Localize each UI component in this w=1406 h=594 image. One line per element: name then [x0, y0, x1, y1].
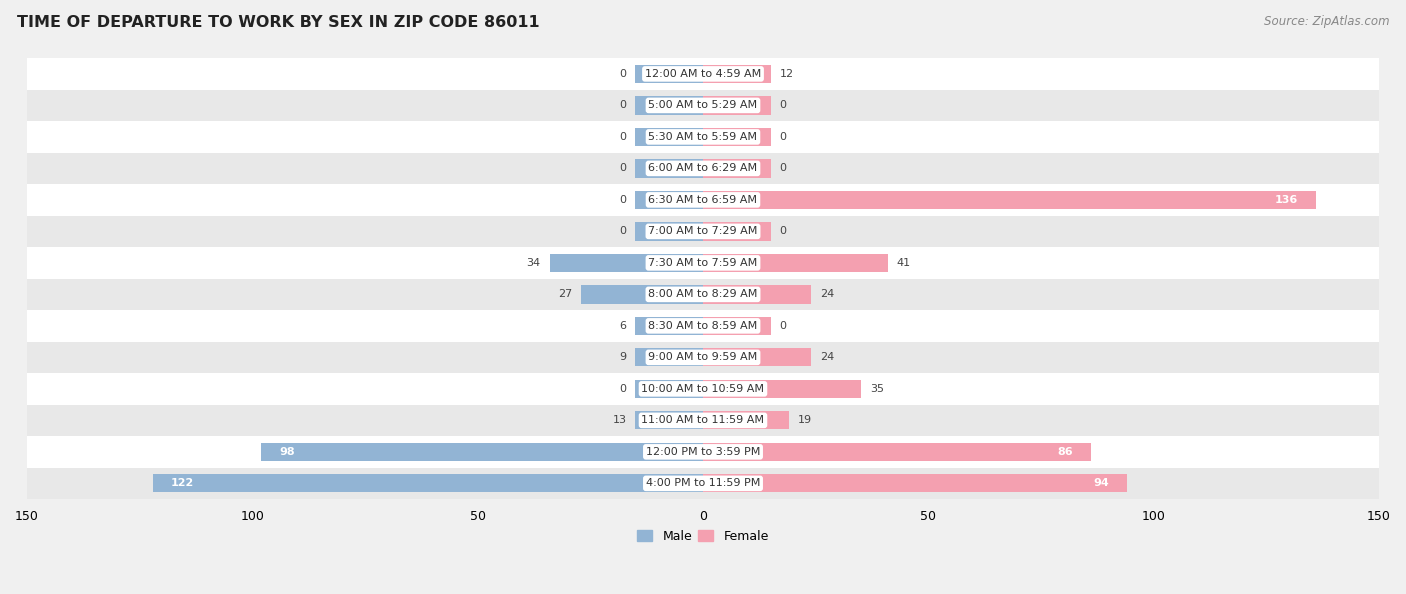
Bar — [636, 317, 703, 335]
Bar — [262, 443, 703, 461]
Bar — [550, 254, 703, 272]
Bar — [703, 159, 770, 178]
Text: Source: ZipAtlas.com: Source: ZipAtlas.com — [1264, 15, 1389, 28]
Text: 24: 24 — [820, 289, 834, 299]
Text: 41: 41 — [897, 258, 911, 268]
Text: 7:30 AM to 7:59 AM: 7:30 AM to 7:59 AM — [648, 258, 758, 268]
Bar — [703, 348, 811, 366]
Text: 35: 35 — [870, 384, 884, 394]
Bar — [27, 342, 1379, 373]
Bar — [27, 310, 1379, 342]
Text: 8:00 AM to 8:29 AM: 8:00 AM to 8:29 AM — [648, 289, 758, 299]
Text: 10:00 AM to 10:59 AM: 10:00 AM to 10:59 AM — [641, 384, 765, 394]
Bar — [27, 184, 1379, 216]
Text: 0: 0 — [620, 163, 627, 173]
Text: 94: 94 — [1092, 478, 1109, 488]
Text: 0: 0 — [779, 321, 786, 331]
Bar — [703, 128, 770, 146]
Bar — [27, 373, 1379, 405]
Bar — [27, 467, 1379, 499]
Bar — [703, 191, 1316, 209]
Text: 7:00 AM to 7:29 AM: 7:00 AM to 7:29 AM — [648, 226, 758, 236]
Bar — [703, 474, 1126, 492]
Text: 6:00 AM to 6:29 AM: 6:00 AM to 6:29 AM — [648, 163, 758, 173]
Bar — [703, 317, 770, 335]
Text: TIME OF DEPARTURE TO WORK BY SEX IN ZIP CODE 86011: TIME OF DEPARTURE TO WORK BY SEX IN ZIP … — [17, 15, 540, 30]
Bar — [636, 65, 703, 83]
Text: 0: 0 — [620, 226, 627, 236]
Text: 0: 0 — [779, 163, 786, 173]
Text: 98: 98 — [280, 447, 295, 457]
Text: 6:30 AM to 6:59 AM: 6:30 AM to 6:59 AM — [648, 195, 758, 205]
Bar — [27, 436, 1379, 467]
Bar — [636, 96, 703, 115]
Text: 24: 24 — [820, 352, 834, 362]
Bar — [27, 247, 1379, 279]
Bar — [636, 159, 703, 178]
Bar — [153, 474, 703, 492]
Text: 12: 12 — [779, 69, 794, 79]
Text: 34: 34 — [527, 258, 541, 268]
Bar — [581, 285, 703, 304]
Bar — [636, 380, 703, 398]
Text: 122: 122 — [172, 478, 194, 488]
Text: 0: 0 — [779, 132, 786, 142]
Bar — [636, 128, 703, 146]
Bar — [27, 279, 1379, 310]
Text: 0: 0 — [620, 100, 627, 110]
Text: 0: 0 — [779, 226, 786, 236]
Bar — [636, 222, 703, 241]
Text: 9: 9 — [619, 352, 627, 362]
Bar — [636, 191, 703, 209]
Text: 12:00 AM to 4:59 AM: 12:00 AM to 4:59 AM — [645, 69, 761, 79]
Bar — [703, 443, 1091, 461]
Bar — [703, 285, 811, 304]
Text: 13: 13 — [613, 415, 627, 425]
Text: 0: 0 — [620, 195, 627, 205]
Text: 0: 0 — [620, 132, 627, 142]
Text: 6: 6 — [620, 321, 627, 331]
Bar — [27, 58, 1379, 90]
Bar — [703, 411, 789, 429]
Text: 0: 0 — [620, 384, 627, 394]
Text: 12:00 PM to 3:59 PM: 12:00 PM to 3:59 PM — [645, 447, 761, 457]
Text: 9:00 AM to 9:59 AM: 9:00 AM to 9:59 AM — [648, 352, 758, 362]
Text: 8:30 AM to 8:59 AM: 8:30 AM to 8:59 AM — [648, 321, 758, 331]
Bar — [636, 348, 703, 366]
Bar — [703, 65, 770, 83]
Bar — [27, 216, 1379, 247]
Legend: Male, Female: Male, Female — [633, 525, 773, 548]
Bar — [27, 405, 1379, 436]
Bar — [27, 121, 1379, 153]
Bar — [27, 153, 1379, 184]
Bar — [703, 380, 860, 398]
Text: 19: 19 — [797, 415, 811, 425]
Bar — [27, 90, 1379, 121]
Bar — [636, 411, 703, 429]
Text: 5:30 AM to 5:59 AM: 5:30 AM to 5:59 AM — [648, 132, 758, 142]
Bar — [703, 254, 887, 272]
Text: 0: 0 — [779, 100, 786, 110]
Text: 136: 136 — [1275, 195, 1298, 205]
Text: 5:00 AM to 5:29 AM: 5:00 AM to 5:29 AM — [648, 100, 758, 110]
Text: 11:00 AM to 11:59 AM: 11:00 AM to 11:59 AM — [641, 415, 765, 425]
Text: 27: 27 — [558, 289, 572, 299]
Text: 86: 86 — [1057, 447, 1073, 457]
Text: 0: 0 — [620, 69, 627, 79]
Text: 4:00 PM to 11:59 PM: 4:00 PM to 11:59 PM — [645, 478, 761, 488]
Bar — [703, 96, 770, 115]
Bar — [703, 222, 770, 241]
